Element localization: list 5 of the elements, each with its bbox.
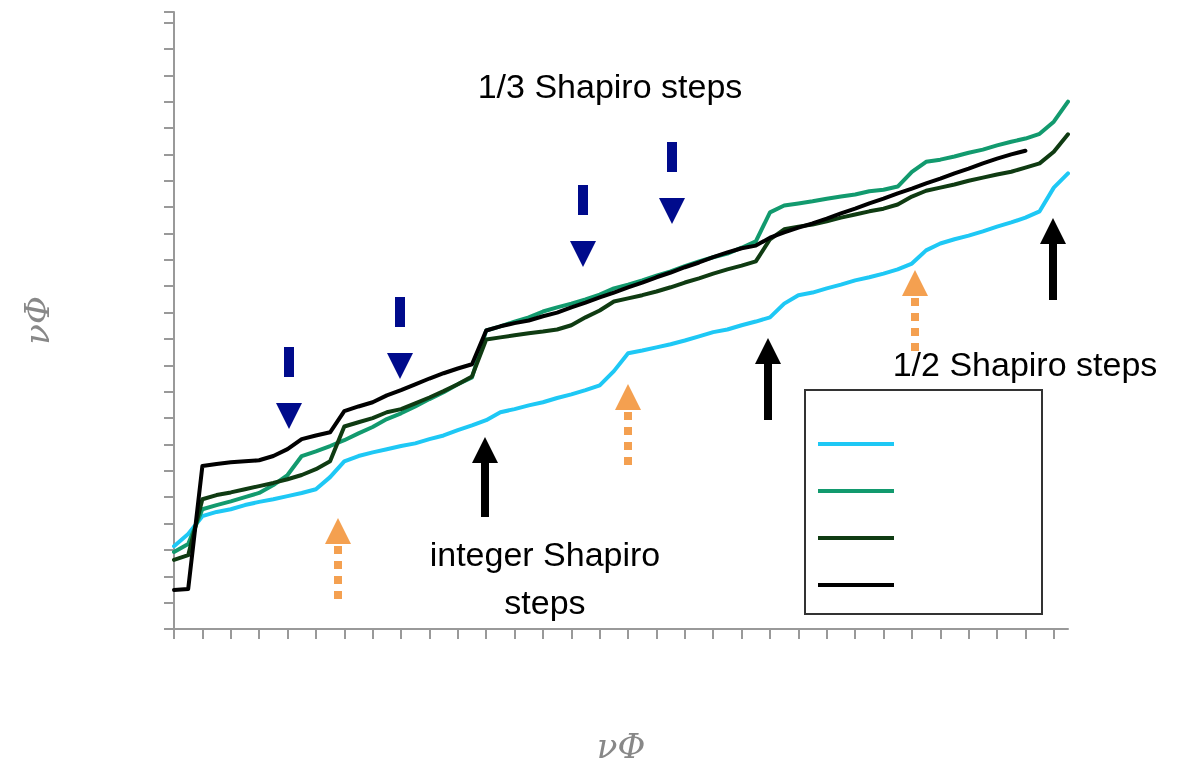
y-axis-title: νΦ (17, 296, 57, 345)
annotation: 1/2 Shapiro steps (891, 344, 1159, 385)
x-axis-title: νΦ (596, 726, 646, 766)
annotation: 1/3 Shapiro steps (476, 66, 744, 107)
annotation: integer Shapiro steps (428, 534, 662, 623)
